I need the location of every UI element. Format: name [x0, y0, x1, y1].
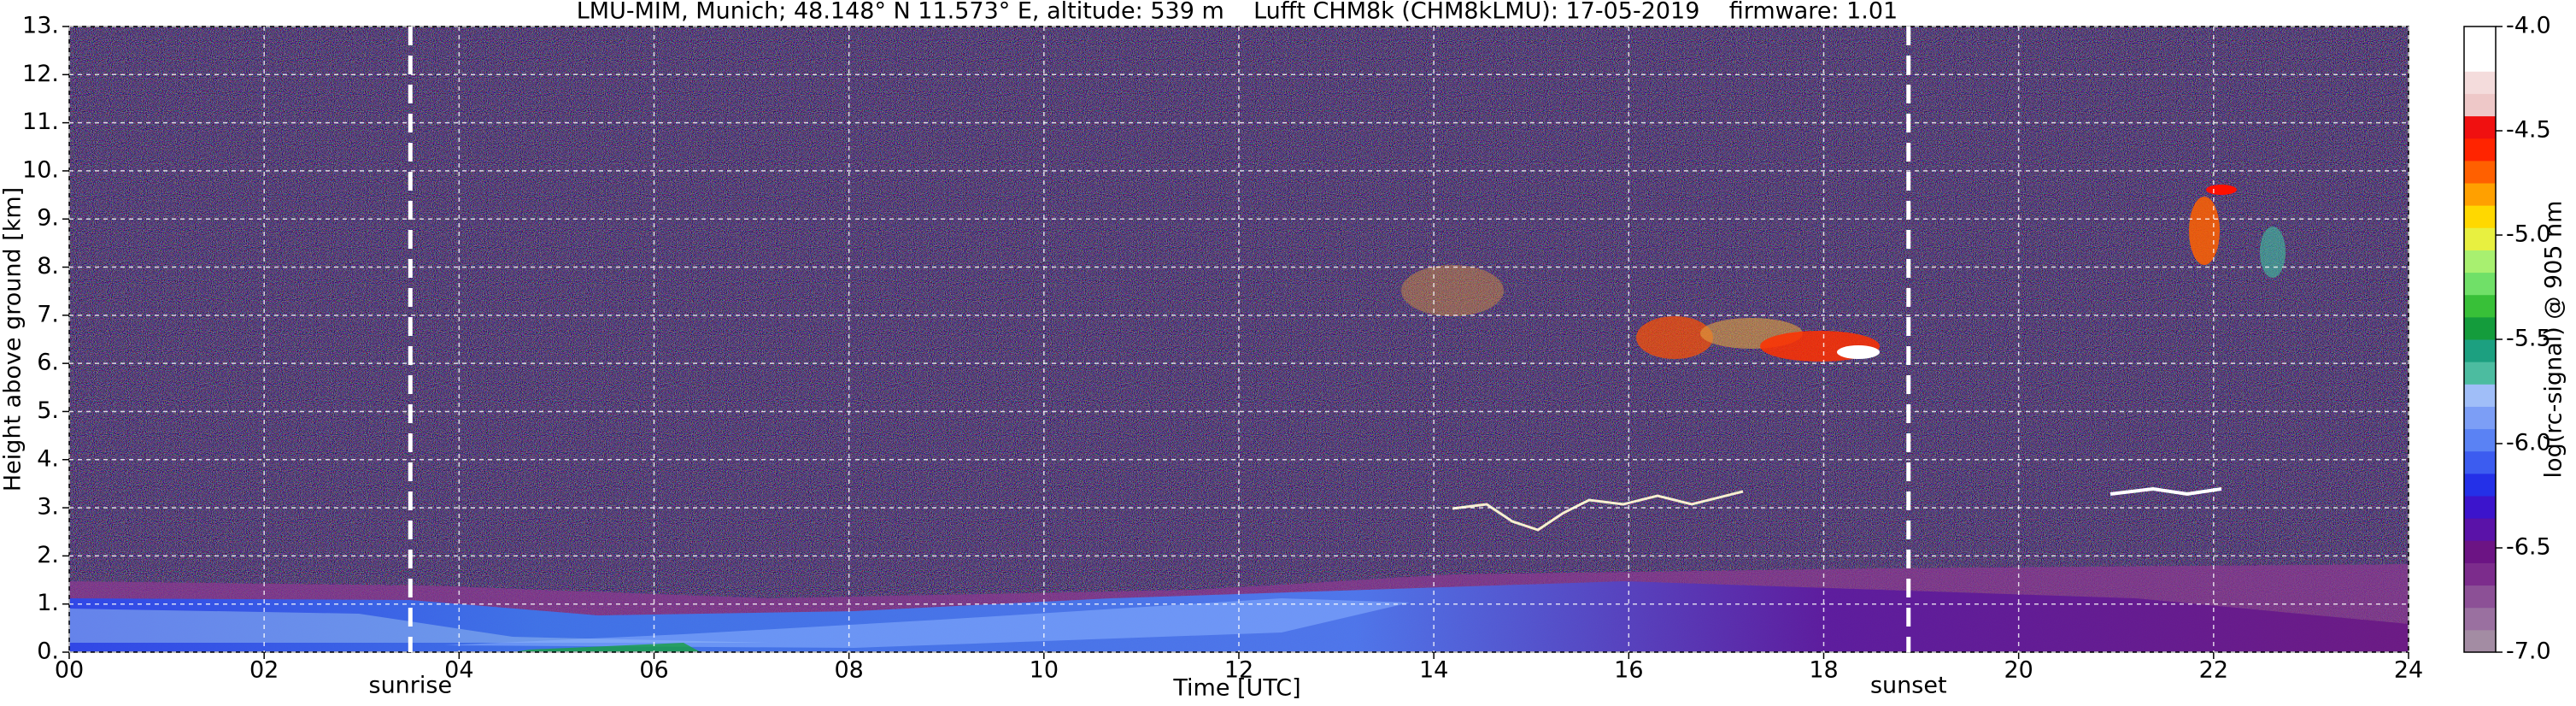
colorbar-segment [2464, 362, 2496, 385]
colorbar-segment [2464, 272, 2496, 296]
colorbar-segment [2464, 250, 2496, 274]
x-tick-label: 22 [2199, 657, 2228, 684]
y-tick-label: 12. [22, 61, 59, 87]
cloud [2189, 197, 2220, 265]
y-tick-label: 7. [37, 301, 59, 327]
colorbar-segment [2464, 205, 2496, 228]
colorbar-segment [2464, 71, 2496, 94]
annotation-label: sunset [1870, 673, 1947, 699]
y-tick-label: 13. [22, 13, 59, 39]
y-tick-label: 1. [37, 590, 59, 616]
colorbar-segment [2464, 227, 2496, 250]
cloud [1636, 316, 1713, 359]
colorbar-segment [2464, 562, 2496, 586]
x-tick-label: 02 [249, 657, 279, 684]
y-tick-label: 3. [37, 494, 59, 521]
colorbar-segment [2464, 607, 2496, 631]
y-tick-label: 11. [22, 109, 59, 135]
mixing-layer [444, 598, 1410, 648]
colorbar-tick-label: -6.0 [2506, 430, 2551, 456]
colorbar-segment [2464, 384, 2496, 407]
x-tick-label: 10 [1030, 657, 1059, 684]
colorbar-segment [2464, 26, 2496, 50]
colorbar-segment [2464, 406, 2496, 430]
colorbar-segment [2464, 473, 2496, 497]
colorbar-segment [2464, 115, 2496, 139]
colorbar-segment [2464, 294, 2496, 318]
y-tick-label: 6. [37, 350, 59, 376]
colorbar-tick-label: -7.0 [2506, 638, 2551, 665]
cloud [2110, 486, 2222, 497]
x-tick-label: 16 [1614, 657, 1643, 684]
colorbar-segment [2464, 450, 2496, 474]
x-tick-label: 12 [1224, 657, 1253, 684]
colorbar-tick-label: -6.5 [2506, 534, 2551, 561]
colorbar-segment [2464, 629, 2496, 653]
colorbar-segment [2464, 585, 2496, 609]
colorbar-segment [2464, 428, 2496, 452]
colorbar-segment [2464, 339, 2496, 362]
y-axis-label: Height above ground [km] [0, 187, 26, 491]
y-tick-label: 9. [37, 205, 59, 232]
x-tick-label: 06 [639, 657, 668, 684]
colorbar-label: log(rc-signal) @ 905 nm [2541, 201, 2567, 479]
annotation-label: sunrise [369, 673, 453, 699]
colorbar-tick-label: -5.0 [2506, 221, 2551, 248]
y-tick-label: 2. [37, 542, 59, 568]
colorbar-segment [2464, 49, 2496, 72]
colorbar-segment [2464, 183, 2496, 206]
cloud [1401, 265, 1504, 316]
y-tick-label: 10. [22, 156, 59, 183]
cloud [2206, 185, 2237, 195]
chart-title: LMU-MIM, Munich; 48.148° N 11.573° E, al… [577, 0, 1898, 25]
x-tick-label: 04 [444, 657, 473, 684]
y-tick-label: 8. [37, 253, 59, 279]
x-tick-label: 00 [55, 657, 84, 684]
x-tick-label: 08 [834, 657, 863, 684]
colorbar-tick-label: -4.5 [2506, 117, 2551, 144]
cloud [2260, 227, 2286, 278]
colorbar-segment [2464, 138, 2496, 162]
x-tick-label: 20 [2004, 657, 2033, 684]
colorbar-segment [2464, 93, 2496, 117]
colorbar-tick-label: -4.0 [2506, 13, 2551, 39]
cloud [1837, 345, 1880, 359]
x-axis-label: Time [UTC] [1172, 675, 1300, 702]
colorbar-segment [2464, 160, 2496, 184]
x-tick-label: 18 [1809, 657, 1838, 684]
boundary-layer-core [69, 609, 769, 643]
clouds [1401, 185, 2286, 532]
y-tick-label: 5. [37, 397, 59, 424]
x-tick-label: 24 [2394, 657, 2423, 684]
colorbar-segment [2464, 518, 2496, 541]
colorbar-segment [2464, 540, 2496, 563]
cloud [1452, 490, 1744, 532]
y-tick-label: 0. [37, 638, 59, 665]
y-tick-label: 4. [37, 445, 59, 472]
colorbar-segment [2464, 316, 2496, 340]
x-tick-label: 14 [1419, 657, 1448, 684]
colorbar-segment [2464, 496, 2496, 519]
colorbar-tick-label: -5.5 [2506, 326, 2551, 352]
